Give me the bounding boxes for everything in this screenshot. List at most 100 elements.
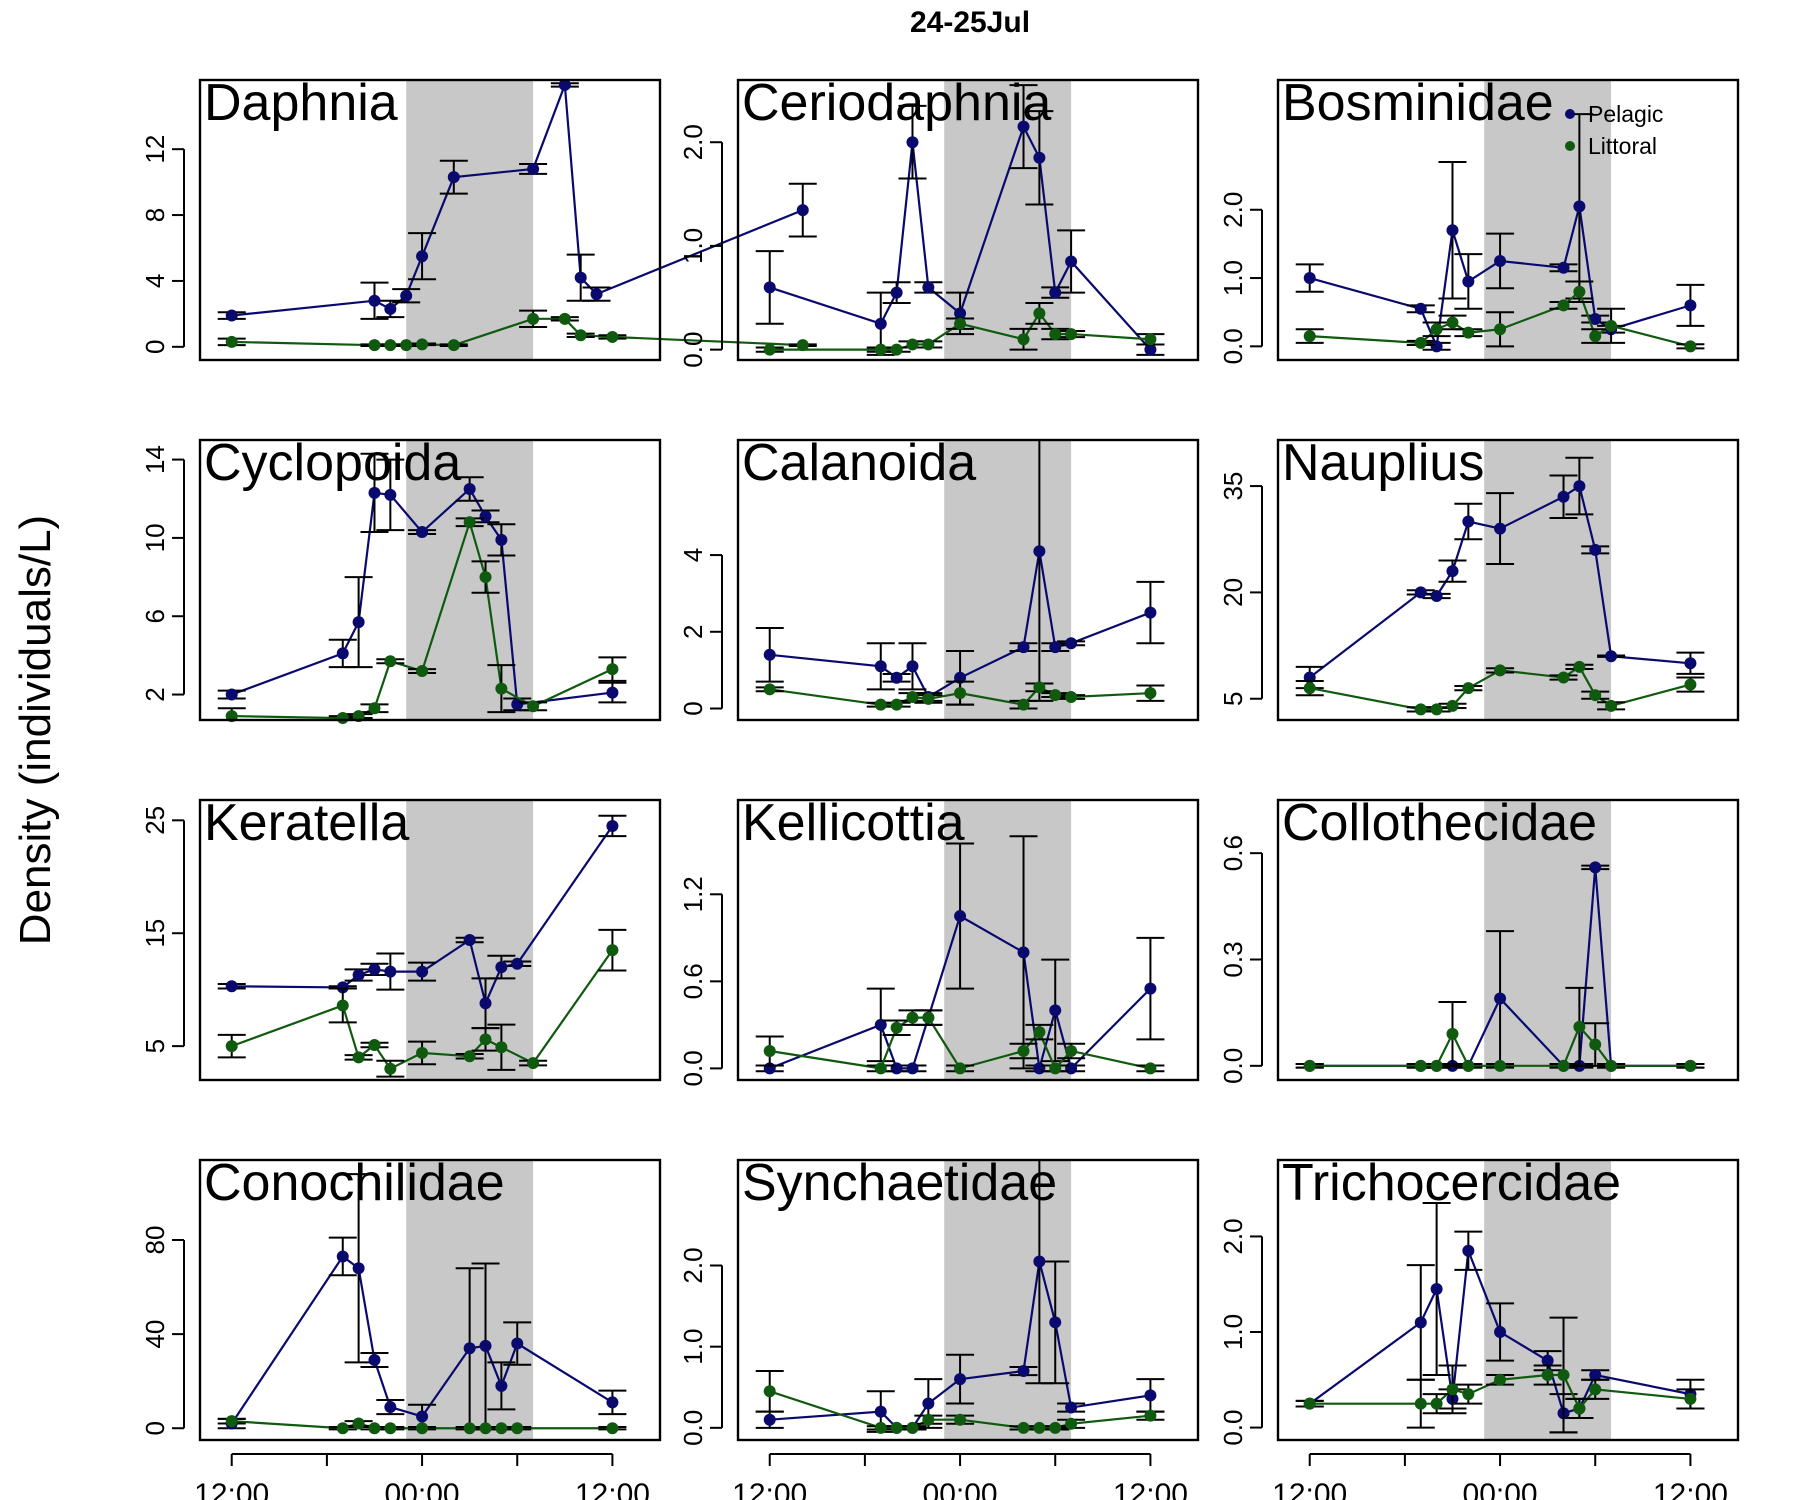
panel-title: Trichocercidae	[1282, 1154, 1621, 1212]
data-point-pelagic	[890, 286, 903, 299]
data-point-pelagic	[606, 686, 619, 699]
y-tick-label: 20	[1218, 578, 1248, 607]
data-point-littoral	[1684, 1392, 1697, 1405]
data-point-littoral	[479, 571, 492, 584]
data-point-littoral	[352, 1051, 365, 1064]
data-point-littoral	[384, 1422, 397, 1435]
data-point-pelagic	[1494, 1326, 1507, 1339]
data-point-pelagic	[1605, 650, 1618, 663]
data-point-pelagic	[463, 1342, 476, 1355]
data-point-pelagic	[352, 616, 365, 629]
data-point-pelagic	[906, 660, 919, 673]
data-point-pelagic	[1589, 861, 1602, 874]
data-point-littoral	[1494, 1373, 1507, 1386]
data-point-littoral	[463, 1422, 476, 1435]
data-point-littoral	[225, 1040, 238, 1053]
night-shading	[1484, 80, 1612, 360]
data-point-pelagic	[874, 317, 887, 330]
data-point-pelagic	[763, 281, 776, 294]
legend-label-littoral: Littoral	[1588, 133, 1657, 159]
data-point-littoral	[1573, 1020, 1586, 1033]
panel-calanoida: Calanoida 0 2 4	[678, 434, 1200, 722]
x-tick-label: 12:00	[194, 1478, 269, 1500]
data-point-pelagic	[1462, 275, 1475, 288]
panel-title: Cyclopoida	[204, 434, 461, 492]
data-point-littoral	[527, 312, 540, 325]
data-point-pelagic	[574, 271, 587, 284]
data-point-pelagic	[336, 1250, 349, 1263]
panel-bosminidae: Bosminidae 0.0 1.0 2.0 Pelagic Littoral	[1218, 74, 1740, 364]
data-point-littoral	[558, 312, 571, 325]
y-axis: 0 4 8 12	[140, 135, 185, 354]
data-point-littoral	[906, 1011, 919, 1024]
data-point-littoral	[416, 338, 429, 351]
data-point-pelagic	[1049, 286, 1062, 299]
data-point-littoral	[1017, 333, 1030, 346]
data-point-littoral	[763, 343, 776, 356]
y-tick-label: 0	[678, 701, 708, 715]
data-point-littoral	[1430, 703, 1443, 716]
data-point-littoral	[1033, 681, 1046, 694]
data-point-littoral	[1541, 1369, 1554, 1382]
y-tick-label: 2	[678, 625, 708, 639]
data-point-littoral	[1462, 682, 1475, 695]
data-point-pelagic	[1589, 313, 1602, 326]
data-point-pelagic	[384, 488, 397, 501]
panel-synchaetidae: Synchaetidae 0.0 1.0 2.0 12:00 00:00 12:00	[678, 1154, 1200, 1500]
y-tick-label: 80	[140, 1226, 170, 1255]
data-point-pelagic	[1017, 641, 1030, 654]
data-point-littoral	[1573, 1402, 1586, 1415]
data-point-littoral	[874, 1421, 887, 1434]
data-point-littoral	[1414, 1397, 1427, 1410]
data-point-littoral	[1065, 1417, 1078, 1430]
y-tick-label: 12	[140, 135, 170, 164]
y-tick-label: 0	[140, 1421, 170, 1435]
data-point-littoral	[1605, 1059, 1618, 1072]
data-point-littoral	[1446, 699, 1459, 712]
panel-title: Keratella	[204, 794, 409, 852]
data-point-littoral	[890, 698, 903, 711]
x-tick-label: 12:00	[1113, 1478, 1188, 1500]
data-point-littoral	[1494, 323, 1507, 336]
plot-frame	[198, 798, 662, 1082]
data-point-pelagic	[1049, 641, 1062, 654]
y-tick-label: 4	[678, 548, 708, 562]
data-point-pelagic	[1144, 982, 1157, 995]
data-point-littoral	[1049, 1421, 1062, 1434]
data-point-pelagic	[763, 1413, 776, 1426]
data-point-littoral	[922, 1011, 935, 1024]
panel-title: Bosminidae	[1282, 74, 1554, 132]
data-point-pelagic	[1414, 1316, 1427, 1329]
data-point-littoral	[1573, 285, 1586, 298]
data-point-littoral	[1557, 671, 1570, 684]
data-point-littoral	[1144, 1062, 1157, 1075]
panel-ceriodaphnia: Ceriodaphnia 0.0 1.0 2.0	[678, 74, 1200, 368]
data-point-pelagic	[368, 963, 381, 976]
y-tick-label: 0.0	[678, 1410, 708, 1446]
data-point-pelagic	[1065, 1062, 1078, 1075]
panel-title: Calanoida	[742, 434, 976, 492]
data-point-littoral	[1684, 340, 1697, 353]
legend-marker-pelagic	[1565, 109, 1575, 119]
night-shading	[1484, 1160, 1612, 1440]
data-point-littoral	[511, 1422, 524, 1435]
data-point-pelagic	[352, 1262, 365, 1275]
data-point-pelagic	[1414, 586, 1427, 599]
panel-cyclopoida: Cyclopoida 2 6 10 14	[140, 434, 662, 725]
y-tick-label: 15	[140, 919, 170, 948]
x-tick-label: 12:00	[1272, 1478, 1347, 1500]
data-point-littoral	[1573, 660, 1586, 673]
data-point-littoral	[384, 339, 397, 352]
data-point-pelagic	[906, 1062, 919, 1075]
data-point-pelagic	[511, 1337, 524, 1350]
data-point-littoral	[368, 1422, 381, 1435]
data-point-littoral	[1144, 333, 1157, 346]
plot-frame	[1276, 438, 1740, 722]
y-tick-label: 8	[140, 208, 170, 222]
data-point-pelagic	[495, 961, 508, 974]
data-point-pelagic	[906, 136, 919, 149]
data-point-pelagic	[1303, 272, 1316, 285]
y-tick-label: 0.3	[1218, 941, 1248, 977]
data-point-littoral	[1017, 698, 1030, 711]
data-point-littoral	[1589, 1038, 1602, 1051]
